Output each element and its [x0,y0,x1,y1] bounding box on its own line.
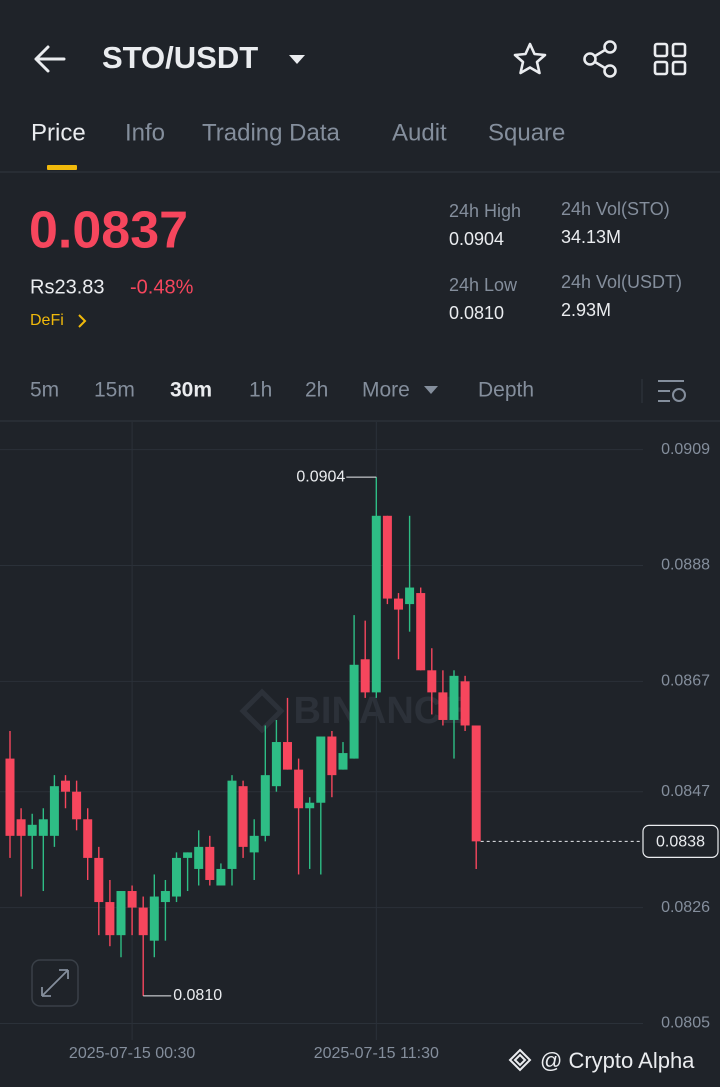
candle-body [194,846,204,869]
candle-body [249,835,259,853]
candle-body [416,593,426,671]
watermark-logo [239,688,285,734]
sector-tag[interactable]: DeFi [30,312,64,329]
stat-value: 0.0810 [449,303,504,323]
candle-body [27,824,37,836]
candle-body [38,819,48,836]
y-tick-label: 0.0805 [661,1015,710,1032]
expand-button[interactable] [31,959,79,1007]
candle-body [238,786,248,847]
candle-body [349,664,359,759]
y-tick-label: 0.0867 [661,673,710,690]
candle-body [216,868,226,886]
last-price-badge [642,824,719,858]
price-change: -0.48% [130,276,194,298]
candle-body [283,742,292,770]
candle-body [183,852,193,858]
candle-body [94,857,104,903]
candle-body [405,587,415,605]
chart-settings[interactable] [658,380,686,402]
candle-body [371,515,381,693]
expand-icon [41,969,69,997]
candle-body [149,896,159,941]
candlestick-chart: 0.0909 0.0888 0.0867 0.0847 0.0826 0.0805 2025… [0,422,719,1062]
stat-label: 24h Vol(STO) [561,199,670,219]
candle-body [427,670,437,693]
candle-body [305,802,315,809]
candle-body [471,725,481,842]
credit-logo [508,1048,532,1072]
annotation-label: 0.0904 [296,468,345,485]
interval[interactable]: 2h [305,379,328,402]
tab[interactable]: Audit [392,119,447,146]
pair-dropdown[interactable] [289,55,305,64]
share-button[interactable] [583,40,617,78]
candle-body [449,675,459,720]
x-tick-label: 2025-07-15 00:30 [69,1045,195,1062]
stat-value: 0.0904 [449,229,504,249]
menu-button[interactable] [653,42,687,76]
y-tick-label: 0.0847 [661,783,710,800]
interval[interactable]: 1h [249,379,272,402]
candle-body [16,819,26,836]
favorite-button[interactable] [513,42,547,75]
pair-title[interactable]: STO/USDT [102,40,258,75]
credit: @ Crypto Alpha [540,1048,695,1073]
stat-value: 34.13M [561,227,621,247]
x-tick-label: 2025-07-15 11:30 [314,1045,439,1062]
candle-body [116,891,126,936]
last-price-label: 0.0838 [656,834,705,851]
candle-body [382,515,392,599]
sector-chevron [78,314,87,328]
tab[interactable]: Info [125,119,165,146]
candle-body [271,742,281,787]
more-dropdown[interactable] [424,386,438,394]
stat-label: 24h High [449,201,521,221]
candle-body [438,692,448,720]
candle-body [160,891,170,903]
candle-body [49,786,59,836]
candle-body [294,769,304,809]
annotation-label: 0.0810 [173,987,222,1004]
candle-body [316,736,326,803]
tab[interactable]: Square [488,119,565,146]
candle-body [5,758,15,836]
candle-body [338,753,348,770]
y-tick-label: 0.0826 [661,899,710,916]
interval[interactable]: 30m [170,379,212,402]
interval[interactable]: More [362,379,410,402]
tab[interactable]: Trading Data [202,119,341,146]
candle-body [127,891,137,908]
candle-body [83,819,93,858]
tab[interactable]: Price [31,119,86,146]
candle-body [260,775,270,836]
y-tick-label: 0.0888 [661,557,710,574]
stat-label: 24h Vol(USDT) [561,272,682,292]
watermark: BINANCE [293,690,466,732]
y-tick-label: 0.0909 [661,441,710,458]
candle-body [327,736,337,776]
candle-body [227,780,237,869]
interval[interactable]: 15m [94,379,135,402]
fiat-price: Rs23.83 [30,276,105,298]
stat-label: 24h Low [449,275,518,295]
stat-value: 2.93M [561,300,611,320]
back-button[interactable] [34,45,66,73]
depth-tab[interactable]: Depth [478,379,534,402]
candle-body [138,907,148,936]
candle-body [360,659,370,693]
candle-body [394,598,403,610]
interval[interactable]: 5m [30,379,59,402]
tab-indicator [47,165,77,170]
candle-body [460,681,470,726]
candle-body [72,791,82,820]
last-price: 0.0837 [29,202,188,260]
candle-body [61,780,70,792]
candle-body [172,857,181,897]
candle-body [205,846,215,880]
candle-body [105,902,115,936]
